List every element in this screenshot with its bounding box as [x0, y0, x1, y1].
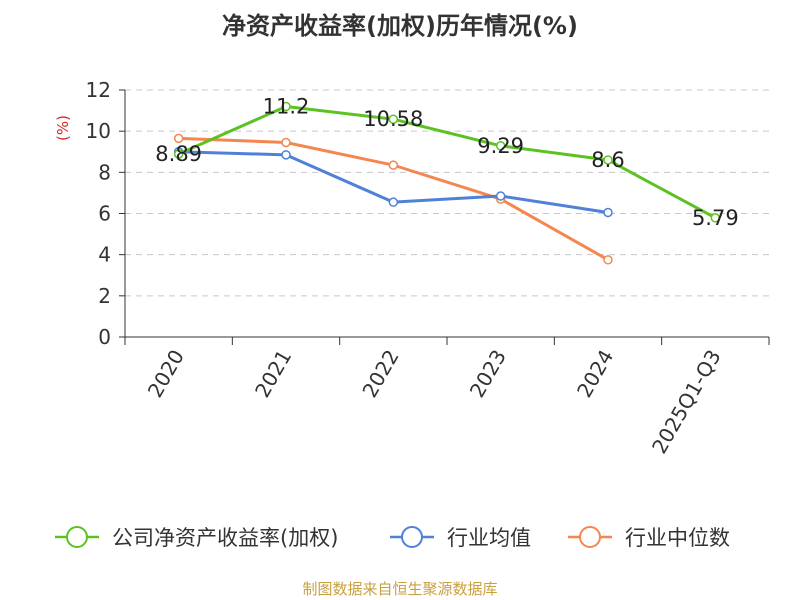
y-tick-label: 12: [86, 78, 111, 102]
data-source-footer: 制图数据来自恒生聚源数据库: [302, 580, 498, 598]
legend-marker-1: [401, 526, 423, 548]
y-tick-label: 0: [98, 325, 111, 349]
data-point-2: [173, 133, 184, 144]
legend-label-2: 行业中位数: [625, 526, 730, 550]
data-point-0: [495, 141, 506, 151]
x-tick-label: 2022: [357, 346, 403, 402]
data-point-0: [173, 149, 184, 159]
data-point-0: [710, 213, 721, 223]
data-point-2: [603, 255, 613, 265]
data-point-1: [388, 197, 399, 207]
data-label: 9.29: [477, 134, 524, 158]
data-point-0: [281, 101, 291, 112]
y-tick-label: 2: [98, 284, 111, 308]
x-tick-label: 2020: [143, 346, 189, 402]
chart-title: 净资产收益率(加权)历年情况(%): [222, 12, 578, 40]
data-point-0: [388, 114, 399, 124]
data-point-2: [388, 160, 399, 170]
x-tick-label: 2023: [465, 346, 511, 402]
y-tick-label: 8: [98, 160, 111, 184]
x-tick-label: 2024: [572, 346, 618, 402]
data-label: 8.6: [591, 148, 624, 172]
y-tick-label: 10: [86, 119, 111, 143]
y-tick-label: 6: [98, 202, 111, 226]
x-tick-label: 2025Q1-Q3: [647, 346, 726, 458]
data-point-1: [495, 191, 506, 201]
data-point-2: [281, 137, 291, 148]
y-axis-label: (%): [54, 115, 72, 141]
x-tick-label: 2021: [250, 346, 296, 402]
legend-marker-0: [66, 526, 88, 548]
data-point-1: [603, 207, 613, 218]
data-label: 11.2: [263, 94, 310, 118]
series-line-0: [178, 104, 717, 220]
legend-label-0: 公司净资产收益率(加权): [112, 526, 338, 550]
data-label: 10.58: [363, 107, 423, 131]
legend-label-1: 行业均值: [447, 526, 531, 550]
data-label: 5.79: [692, 206, 739, 230]
legend-marker-2: [579, 526, 601, 548]
data-label: 8.89: [155, 142, 202, 166]
data-point-0: [603, 155, 613, 165]
data-point-1: [281, 150, 291, 160]
y-tick-label: 4: [98, 243, 111, 267]
